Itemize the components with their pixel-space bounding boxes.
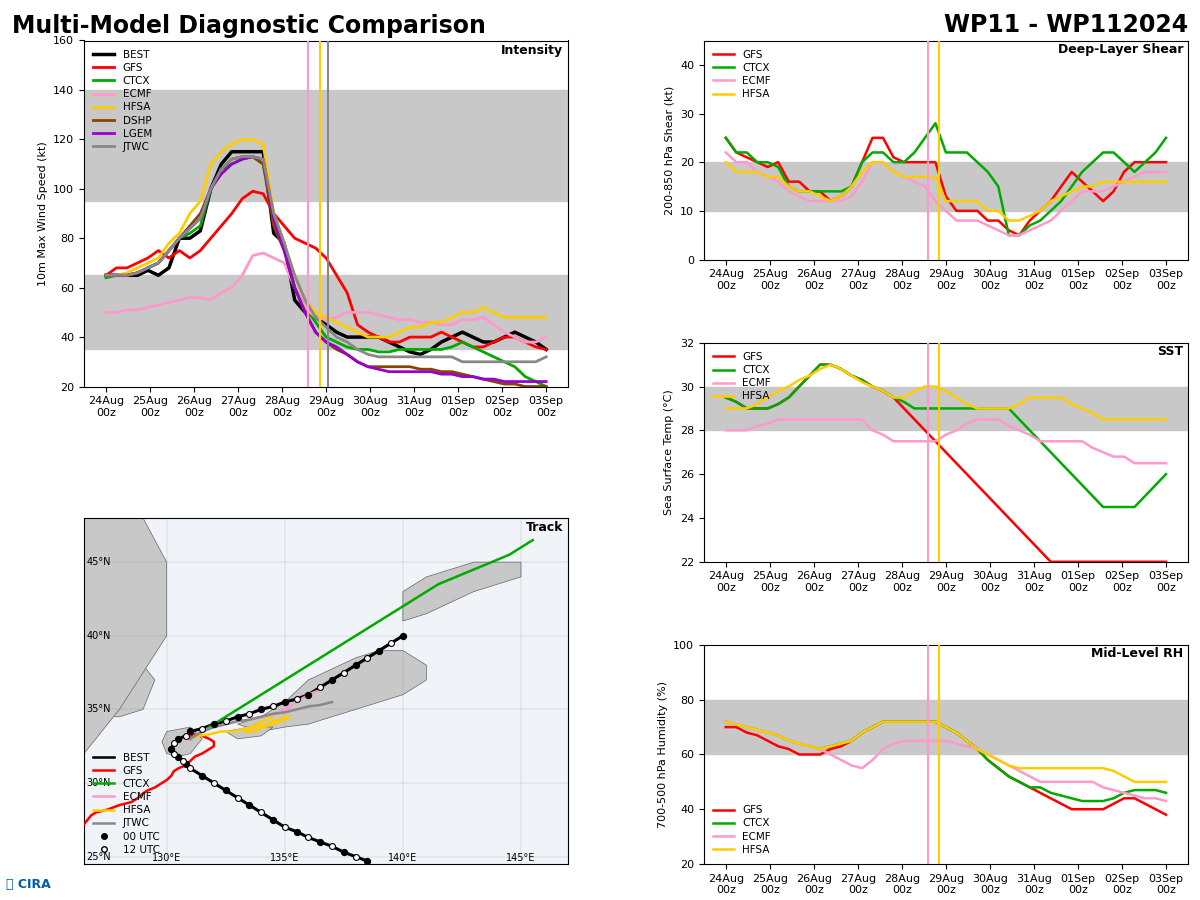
Polygon shape xyxy=(403,562,521,621)
Text: Deep-Layer Shear: Deep-Layer Shear xyxy=(1057,42,1183,56)
Text: WP11 - WP112024: WP11 - WP112024 xyxy=(944,14,1188,38)
Point xyxy=(164,736,184,751)
Bar xyxy=(703,386,1188,430)
Point xyxy=(299,831,318,845)
Point xyxy=(346,658,365,672)
Text: 130°E: 130°E xyxy=(152,853,181,863)
Point xyxy=(346,850,365,864)
Y-axis label: 700-500 hPa Humidity (%): 700-500 hPa Humidity (%) xyxy=(658,681,667,828)
Bar xyxy=(703,699,1188,754)
Legend: GFS, CTCX, ECMF, HFSA: GFS, CTCX, ECMF, HFSA xyxy=(709,348,775,406)
Point xyxy=(299,688,318,702)
Point xyxy=(192,721,211,735)
Point xyxy=(204,776,223,790)
Point xyxy=(263,699,282,714)
Point xyxy=(169,750,188,764)
Point xyxy=(176,729,196,743)
Point xyxy=(311,680,330,695)
Point xyxy=(216,714,235,728)
Text: SST: SST xyxy=(1157,345,1183,358)
Point xyxy=(335,845,354,859)
Point xyxy=(252,702,271,716)
Y-axis label: Sea Surface Temp (°C): Sea Surface Temp (°C) xyxy=(665,390,674,515)
Point xyxy=(228,709,247,724)
Point xyxy=(252,806,271,820)
Point xyxy=(382,636,401,651)
Point xyxy=(287,824,306,839)
Polygon shape xyxy=(84,518,167,753)
Point xyxy=(358,854,377,868)
Text: 30°N: 30°N xyxy=(86,778,110,788)
Legend: BEST, GFS, CTCX, ECMF, HFSA, JTWC, 00 UTC, 12 UTC: BEST, GFS, CTCX, ECMF, HFSA, JTWC, 00 UT… xyxy=(89,749,163,859)
Point xyxy=(323,673,342,688)
Point xyxy=(287,692,306,706)
Text: 135°E: 135°E xyxy=(270,853,300,863)
Point xyxy=(181,724,200,739)
Text: 140°E: 140°E xyxy=(389,853,418,863)
Point xyxy=(240,798,259,813)
Polygon shape xyxy=(84,658,155,716)
Point xyxy=(358,651,377,665)
Text: 35°N: 35°N xyxy=(86,705,110,715)
Polygon shape xyxy=(162,727,202,757)
Legend: GFS, CTCX, ECMF, HFSA: GFS, CTCX, ECMF, HFSA xyxy=(709,46,775,104)
Point xyxy=(311,834,330,849)
Point xyxy=(263,813,282,827)
Point xyxy=(216,783,235,797)
Point xyxy=(204,717,223,732)
Text: Ⓝ CIRA: Ⓝ CIRA xyxy=(6,878,50,891)
Text: Multi-Model Diagnostic Comparison: Multi-Model Diagnostic Comparison xyxy=(12,14,486,38)
Bar xyxy=(703,162,1188,211)
Point xyxy=(192,769,211,783)
Polygon shape xyxy=(226,727,272,739)
Point xyxy=(370,644,389,658)
Point xyxy=(275,820,294,834)
Legend: GFS, CTCX, ECMF, HFSA: GFS, CTCX, ECMF, HFSA xyxy=(709,801,775,859)
Text: 40°N: 40°N xyxy=(86,631,110,641)
Legend: BEST, GFS, CTCX, ECMF, HFSA, DSHP, LGEM, JTWC: BEST, GFS, CTCX, ECMF, HFSA, DSHP, LGEM,… xyxy=(89,46,156,156)
Text: 25°N: 25°N xyxy=(86,851,110,861)
Text: 45°N: 45°N xyxy=(86,557,110,567)
Point xyxy=(162,742,181,756)
Text: Intensity: Intensity xyxy=(502,44,563,57)
Bar xyxy=(84,275,569,349)
Point xyxy=(228,790,247,805)
Point xyxy=(240,706,259,721)
Text: 145°E: 145°E xyxy=(506,853,535,863)
Point xyxy=(164,746,184,760)
Point xyxy=(181,761,200,776)
Point xyxy=(169,732,188,746)
Point xyxy=(323,839,342,853)
Point xyxy=(275,695,294,709)
Y-axis label: 200-850 hPa Shear (kt): 200-850 hPa Shear (kt) xyxy=(665,86,674,214)
Polygon shape xyxy=(238,651,426,732)
Bar xyxy=(84,90,569,201)
Text: Track: Track xyxy=(526,521,563,535)
Point xyxy=(174,753,193,768)
Point xyxy=(394,628,413,643)
Text: Mid-Level RH: Mid-Level RH xyxy=(1091,647,1183,661)
Point xyxy=(335,665,354,680)
Point xyxy=(176,757,196,771)
Y-axis label: 10m Max Wind Speed (kt): 10m Max Wind Speed (kt) xyxy=(37,141,48,286)
